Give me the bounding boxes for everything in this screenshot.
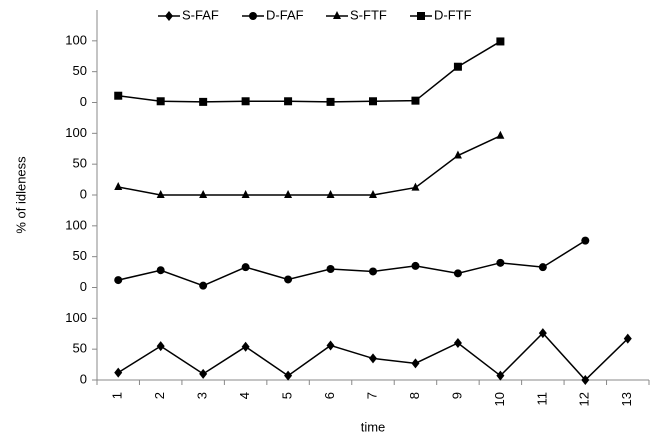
x-tick-label: 1 <box>110 392 125 399</box>
data-point <box>369 97 377 106</box>
x-tick-label: 11 <box>534 392 549 406</box>
data-point <box>156 190 165 198</box>
data-point <box>496 37 505 46</box>
series-line <box>118 239 586 287</box>
data-point <box>411 358 420 369</box>
x-tick-label: 7 <box>364 392 379 399</box>
data-point <box>538 263 547 272</box>
x-tick-label: 10 <box>492 392 507 406</box>
y-tick-label: 0 <box>80 94 87 109</box>
x-tick-label: 3 <box>195 392 210 399</box>
x-tick-label: 2 <box>152 392 167 399</box>
x-tick-label: 5 <box>280 392 295 399</box>
legend-label: D-FAF <box>266 7 304 22</box>
data-point <box>369 267 377 276</box>
data-point <box>284 275 293 284</box>
data-point <box>241 341 250 352</box>
data-point <box>326 265 335 273</box>
y-tick-label: 50 <box>73 63 87 78</box>
data-point <box>199 97 208 106</box>
data-point <box>369 353 377 364</box>
data-point <box>284 190 293 198</box>
data-point <box>326 340 335 351</box>
data-point <box>411 261 420 270</box>
data-point <box>453 150 462 159</box>
data-point <box>156 266 165 275</box>
legend-marker <box>165 11 173 21</box>
x-axis-label: time <box>361 419 386 434</box>
y-tick-label: 100 <box>65 217 87 232</box>
data-point <box>581 236 590 245</box>
y-tick-label: 0 <box>80 279 87 294</box>
legend-label: D-FTF <box>434 7 472 22</box>
x-tick-label: 9 <box>449 392 464 399</box>
data-point <box>453 269 462 278</box>
y-tick-label: 50 <box>73 341 87 356</box>
x-tick-label: 8 <box>407 392 422 399</box>
data-point <box>538 328 547 339</box>
data-point <box>241 263 250 272</box>
data-point <box>199 368 208 379</box>
y-axis-label: % of idleness <box>13 156 28 234</box>
data-point <box>496 370 505 381</box>
y-tick-label: 50 <box>73 248 87 263</box>
y-tick-label: 0 <box>80 371 87 386</box>
y-tick-label: 100 <box>65 32 87 47</box>
data-point <box>453 338 462 348</box>
legend-marker <box>249 12 257 20</box>
data-point <box>326 97 335 106</box>
x-tick-label: 6 <box>322 392 337 399</box>
data-point <box>326 190 335 198</box>
series-line <box>118 40 501 103</box>
y-tick-label: 100 <box>65 310 87 325</box>
data-point <box>411 182 420 191</box>
data-point <box>411 96 420 105</box>
data-point <box>284 97 293 106</box>
legend-label: S-FTF <box>350 7 387 22</box>
legend-marker <box>333 11 341 19</box>
x-tick-label: 12 <box>577 392 592 406</box>
data-point <box>114 91 123 100</box>
data-point <box>241 190 250 198</box>
y-tick-label: 0 <box>80 186 87 201</box>
x-tick-label: 4 <box>237 392 252 399</box>
data-point <box>241 97 250 106</box>
data-point <box>199 190 208 198</box>
data-point <box>199 281 208 290</box>
data-point <box>114 276 123 285</box>
y-tick-label: 100 <box>65 125 87 140</box>
data-point <box>369 190 377 198</box>
data-point <box>284 370 293 381</box>
data-point <box>453 62 462 71</box>
data-point <box>114 181 123 190</box>
data-point <box>496 258 505 267</box>
series-line <box>118 135 501 196</box>
data-point <box>114 367 123 378</box>
legend-marker <box>417 12 425 20</box>
data-point <box>496 130 505 139</box>
data-point <box>581 375 590 385</box>
legend-label: S-FAF <box>182 7 219 22</box>
y-tick-label: 50 <box>73 156 87 171</box>
data-point <box>623 333 632 344</box>
data-point <box>156 341 165 352</box>
x-tick-label: 13 <box>619 392 634 406</box>
data-point <box>156 97 165 106</box>
